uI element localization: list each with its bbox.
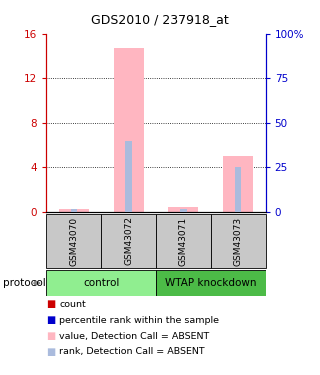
Text: control: control xyxy=(83,278,119,288)
Text: GSM43073: GSM43073 xyxy=(234,216,243,266)
Bar xyxy=(59,209,89,212)
Text: GSM43071: GSM43071 xyxy=(179,216,188,266)
Bar xyxy=(114,48,144,212)
Bar xyxy=(156,214,211,268)
Text: percentile rank within the sample: percentile rank within the sample xyxy=(59,316,219,325)
Text: value, Detection Call = ABSENT: value, Detection Call = ABSENT xyxy=(59,332,210,340)
Bar xyxy=(223,156,253,212)
Bar xyxy=(72,210,76,212)
Bar xyxy=(180,209,187,212)
Text: ■: ■ xyxy=(46,331,56,341)
Bar xyxy=(236,210,240,212)
Text: ■: ■ xyxy=(46,300,56,309)
Bar xyxy=(125,141,132,212)
Text: rank, Detection Call = ABSENT: rank, Detection Call = ABSENT xyxy=(59,347,205,356)
Bar xyxy=(156,270,266,296)
Bar xyxy=(182,210,185,212)
Bar xyxy=(70,209,77,212)
Text: protocol: protocol xyxy=(3,278,46,288)
Bar xyxy=(46,270,156,296)
Bar xyxy=(211,214,266,268)
Text: GSM43072: GSM43072 xyxy=(124,216,133,266)
Text: ■: ■ xyxy=(46,347,56,357)
Text: GDS2010 / 237918_at: GDS2010 / 237918_at xyxy=(91,13,229,26)
Text: WTAP knockdown: WTAP knockdown xyxy=(165,278,257,288)
Text: GSM43070: GSM43070 xyxy=(69,216,78,266)
Text: ■: ■ xyxy=(46,315,56,325)
Bar xyxy=(168,207,198,212)
Bar xyxy=(127,210,130,212)
Text: count: count xyxy=(59,300,86,309)
Bar xyxy=(46,214,101,268)
Bar xyxy=(101,214,156,268)
Bar xyxy=(235,167,242,212)
